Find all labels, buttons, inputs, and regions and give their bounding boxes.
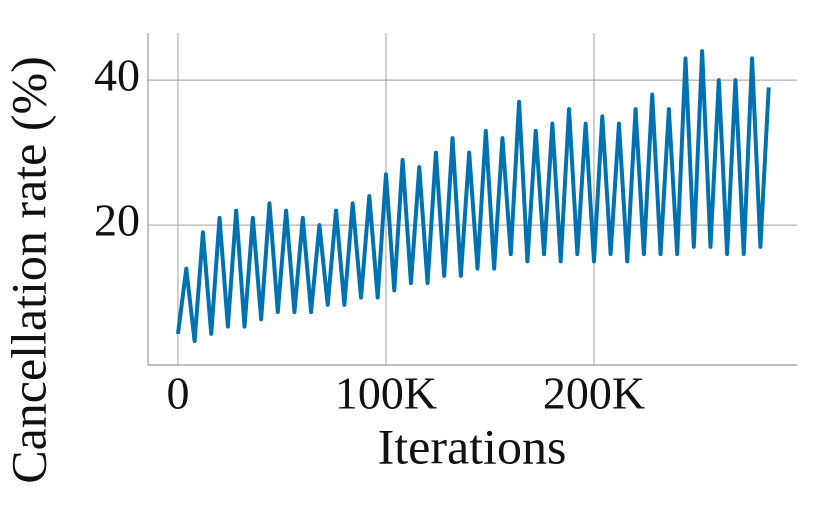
y-tick-label: 20 [94,195,140,246]
y-axis-label: Cancellation rate (%) [0,56,56,484]
x-tick-label: 200K [543,368,645,419]
x-tick-label: 0 [166,368,189,419]
x-tick-label: 100K [335,368,437,419]
data-line [175,49,771,344]
y-tick-label: 40 [94,50,140,101]
x-axis-label: Iterations [378,418,567,474]
